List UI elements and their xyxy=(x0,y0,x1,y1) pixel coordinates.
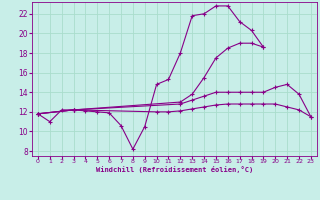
X-axis label: Windchill (Refroidissement éolien,°C): Windchill (Refroidissement éolien,°C) xyxy=(96,166,253,173)
